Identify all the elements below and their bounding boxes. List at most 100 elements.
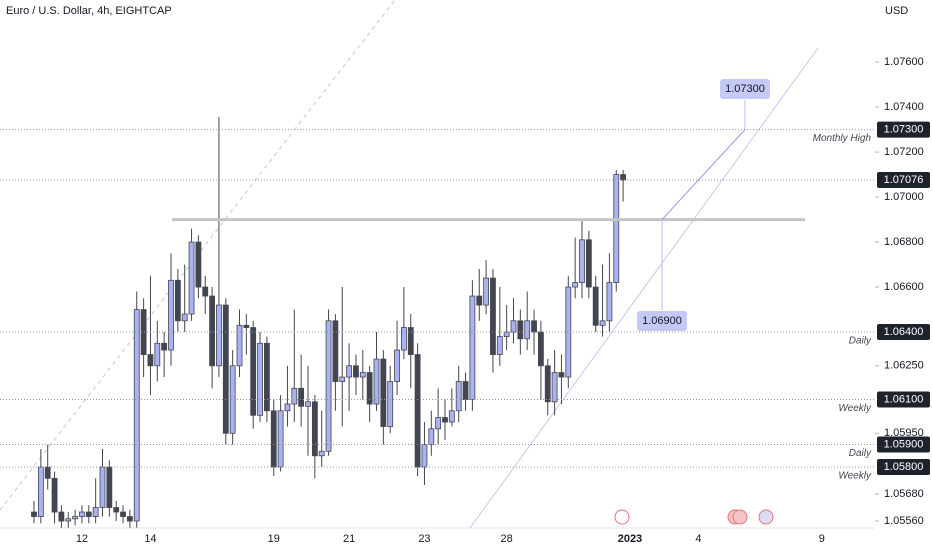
candle-body <box>133 309 140 522</box>
candle-body <box>428 428 435 445</box>
candle-body <box>448 410 455 423</box>
candle-body <box>455 381 462 412</box>
candle-body <box>524 320 531 340</box>
x-tick-label: 28 <box>501 533 513 545</box>
candle-body <box>483 277 490 306</box>
candle-body <box>421 444 428 468</box>
candle-body <box>113 507 120 513</box>
candle-body <box>174 279 181 322</box>
candle-body <box>99 466 106 508</box>
x-tick-label: 2023 <box>618 533 642 545</box>
candle-body <box>311 401 318 457</box>
candle-body <box>222 304 229 434</box>
candle-body <box>216 304 222 367</box>
price-level-box <box>877 324 930 341</box>
event-icon[interactable] <box>614 509 630 525</box>
x-tick-label: 14 <box>144 533 156 545</box>
candle-body <box>476 295 483 306</box>
price-level-tag: Daily <box>849 336 872 347</box>
price-level-box <box>877 459 930 476</box>
candle-body <box>366 372 373 405</box>
candle-body <box>407 327 414 355</box>
x-tick-label: 21 <box>343 533 355 545</box>
candle-body <box>496 336 503 355</box>
candle-body <box>400 327 407 351</box>
event-icon[interactable] <box>758 509 774 525</box>
candle-body <box>305 401 311 407</box>
candle-body <box>209 295 216 367</box>
chart-title: Euro / U.S. Dollar, 4h, EIGHTCAP <box>6 5 172 17</box>
candle-body <box>318 450 325 457</box>
candle-body <box>31 511 37 517</box>
candle-body <box>620 174 626 181</box>
candle-body <box>106 466 113 508</box>
price-level-label: 1.05900 <box>884 438 924 450</box>
x-tick-label: 19 <box>268 533 280 545</box>
candle-body <box>394 349 400 382</box>
candle-body <box>236 324 243 367</box>
candle-body <box>346 365 353 378</box>
candle-body <box>490 277 496 355</box>
price-level-tag: Daily <box>849 448 872 459</box>
candle-body <box>510 320 517 333</box>
y-tick-label: 1.05680 <box>884 488 924 500</box>
candle-body <box>332 320 339 382</box>
candle-body <box>503 331 510 337</box>
candle-body <box>58 511 65 522</box>
candle-body <box>291 387 298 405</box>
candle-body <box>229 365 236 434</box>
candle-body <box>127 516 133 522</box>
candle-body <box>92 507 99 517</box>
price-level-box <box>877 391 930 408</box>
price-axis <box>875 0 932 550</box>
candle-body <box>65 518 72 522</box>
candle-body <box>284 403 291 412</box>
candle-body <box>188 241 195 315</box>
candle-body <box>558 372 565 378</box>
candle-body <box>462 381 469 400</box>
candle-body <box>51 477 58 513</box>
candle-body <box>147 354 154 367</box>
y-tick-label: 1.07600 <box>884 56 924 68</box>
y-tick-label: 1.06800 <box>884 236 924 248</box>
event-icon[interactable] <box>732 509 748 525</box>
x-tick-label: 12 <box>76 533 88 545</box>
event-icons[interactable] <box>614 509 774 525</box>
candle-body <box>195 241 202 288</box>
price-level-tag: Monthly High <box>813 133 872 144</box>
candle-body <box>531 320 537 333</box>
candle-body <box>79 511 85 517</box>
candle-body <box>154 342 161 367</box>
candle-body <box>572 282 579 288</box>
y-tick-label: 1.07400 <box>884 101 924 113</box>
price-level-tag: Weekly <box>838 471 872 482</box>
candle-body <box>339 376 346 382</box>
candle-body <box>257 342 263 416</box>
x-tick-label: 4 <box>695 533 701 545</box>
candle-body <box>387 381 394 427</box>
trendline <box>469 47 819 529</box>
candle-body <box>469 295 476 400</box>
price-level-box <box>877 171 930 188</box>
candle-body <box>599 320 606 326</box>
candle-body <box>85 511 92 517</box>
candle-body <box>263 342 270 412</box>
price-level-box <box>877 121 930 138</box>
candle-body <box>613 174 620 283</box>
candle-body <box>298 387 305 407</box>
candle-body <box>517 320 524 340</box>
callout-label: 1.06900 <box>642 315 682 327</box>
candle-body <box>161 342 168 351</box>
candle-body <box>538 331 544 367</box>
y-tick-label: 1.07000 <box>884 191 924 203</box>
candle-body <box>373 358 380 405</box>
candle-body <box>181 313 188 322</box>
price-level-label: 1.07076 <box>884 174 924 186</box>
price-level-tag: Weekly <box>838 403 872 414</box>
candle-body <box>72 516 78 520</box>
candle-body <box>202 286 209 297</box>
candle-body <box>435 417 442 430</box>
y-tick-label: 1.06600 <box>884 281 924 293</box>
price-level-label: 1.05800 <box>884 461 924 473</box>
candle-body <box>442 417 448 423</box>
